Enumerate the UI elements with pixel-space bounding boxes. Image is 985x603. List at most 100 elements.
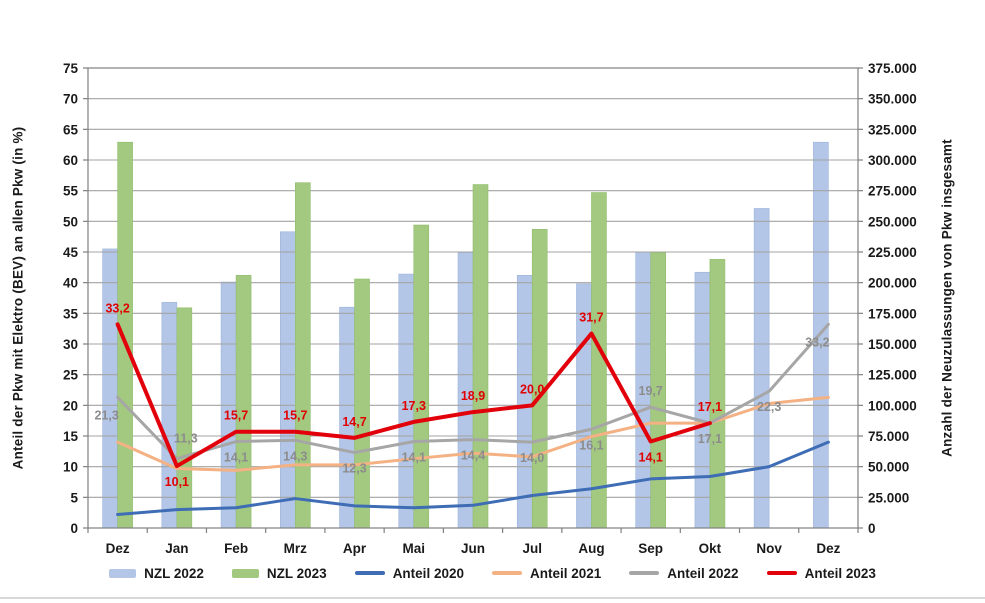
month-label: Aug — [578, 541, 604, 556]
right-axis-title: Anzahl der Neuzulassungen von Pkw insges… — [939, 139, 955, 457]
data-label: 21,3 — [94, 408, 118, 422]
data-label: 15,7 — [283, 409, 307, 423]
data-label: 14,1 — [639, 451, 663, 465]
right-tick-label: 275.000 — [868, 184, 917, 199]
month-labels: Dez Jan Feb Mrz Apr Mai Jun Jul Aug Sep Okt Nov Dez — [106, 541, 841, 556]
legend-item-nzl-2023: NZL 2023 — [231, 565, 327, 581]
legend-line-swatch — [491, 571, 522, 575]
data-label: 10,1 — [165, 475, 189, 489]
legend-label: NZL 2023 — [266, 565, 327, 581]
left-tick-label: 75 — [63, 61, 79, 76]
legend-item-anteil-2021: Anteil 2021 — [491, 565, 602, 581]
data-label: 14,0 — [520, 451, 544, 465]
bar — [117, 141, 133, 529]
plot-border — [87, 67, 859, 529]
left-tick-label: 55 — [63, 184, 79, 199]
month-label: Jul — [522, 541, 542, 556]
right-tick-label: 375.000 — [868, 61, 917, 76]
left-tick-label: 30 — [63, 337, 78, 352]
right-tick-label: 175.000 — [868, 306, 917, 321]
legend-label: Anteil 2020 — [392, 565, 464, 581]
left-tick-label: 10 — [63, 460, 78, 475]
data-label: 14,3 — [283, 449, 307, 463]
data-label: 17,1 — [698, 432, 722, 446]
month-label: Mai — [403, 541, 426, 556]
data-label: 20,0 — [520, 382, 544, 396]
data-labels-anteil-2022: 21,3 11,3 14,1 14,3 12,3 14,1 14,4 14,0 16,1 19,7… — [94, 335, 829, 475]
right-tick-label: 25.000 — [868, 490, 909, 505]
legend-label: Anteil 2021 — [529, 565, 602, 581]
right-tick-label: 50.000 — [868, 460, 909, 475]
bar — [472, 184, 489, 529]
left-tick-label: 40 — [63, 276, 78, 291]
left-tick-label: 70 — [63, 92, 78, 107]
left-tick-label: 20 — [63, 398, 78, 413]
left-tick-label: 5 — [70, 490, 78, 505]
chart-plot: 0 5 10 15 20 25 30 35 40 45 50 55 60 65 70 75 0 25.000 50.… — [63, 61, 917, 556]
bar — [176, 307, 193, 529]
data-label: 22,3 — [757, 400, 781, 414]
month-label: Okt — [699, 541, 722, 556]
data-label: 17,3 — [402, 399, 426, 413]
data-label: 33,2 — [805, 335, 829, 349]
bar — [354, 278, 370, 529]
legend-item-anteil-2022: Anteil 2022 — [629, 565, 739, 581]
month-label: Jun — [461, 541, 485, 556]
data-label: 19,7 — [639, 384, 663, 398]
month-label: Feb — [224, 541, 248, 556]
series-line — [116, 440, 830, 517]
right-tick-label: 300.000 — [868, 153, 917, 168]
right-tick-label: 250.000 — [868, 214, 917, 229]
month-label: Jan — [165, 541, 188, 556]
left-tick-label: 25 — [63, 368, 79, 383]
series-anteil-2023-line — [115, 322, 712, 469]
legend-line-swatch — [629, 571, 660, 575]
series-anteil-2020-line — [116, 440, 830, 517]
data-label: 12,3 — [342, 462, 366, 476]
bar — [161, 301, 178, 529]
data-label: 11,3 — [174, 432, 198, 446]
month-label: Dez — [106, 541, 130, 556]
legend-label: Anteil 2023 — [804, 565, 876, 581]
legend-line-swatch — [354, 571, 385, 575]
bar — [753, 208, 770, 529]
data-label: 14,1 — [224, 451, 248, 465]
bottom-divider — [0, 597, 985, 599]
left-tick-label: 0 — [70, 521, 78, 536]
left-tick-label: 60 — [63, 153, 78, 168]
month-label: Nov — [756, 541, 782, 556]
data-label: 14,4 — [461, 449, 485, 463]
bar — [709, 259, 726, 529]
legend-item-anteil-2023: Anteil 2023 — [766, 565, 876, 581]
bar — [102, 248, 118, 529]
right-tick-label: 125.000 — [868, 368, 917, 383]
legend-bar-swatch — [109, 568, 137, 578]
month-label: Sep — [638, 541, 663, 556]
legend-line-swatch — [766, 571, 797, 575]
data-labels-anteil-2023: 33,2 10,1 15,7 15,7 14,7 17,3 18,9 20,0 31,7 14,1… — [105, 301, 722, 489]
legend-item-anteil-2020: Anteil 2020 — [354, 565, 464, 581]
data-label: 14,7 — [342, 415, 366, 429]
right-tick-label: 150.000 — [868, 337, 917, 352]
left-tick-label: 35 — [63, 306, 79, 321]
chart-legend: NZL 2022 NZL 2023 Anteil 2020 Anteil 2021 An… — [0, 557, 985, 589]
axes — [83, 67, 863, 533]
data-label: 14,1 — [402, 451, 426, 465]
left-tick-label: 45 — [63, 245, 79, 260]
legend-label: NZL 2022 — [144, 565, 204, 581]
legend-item-nzl-2022: NZL 2022 — [109, 566, 204, 581]
bar — [280, 231, 296, 529]
data-label: 17,1 — [698, 400, 722, 414]
right-tick-label: 75.000 — [868, 429, 909, 444]
month-label: Mrz — [284, 541, 307, 556]
legend-label: Anteil 2022 — [667, 565, 739, 581]
left-tick-label: 15 — [63, 429, 79, 444]
month-label: Apr — [343, 541, 367, 556]
right-tick-label: 350.000 — [868, 92, 917, 107]
right-tick-label: 225.000 — [868, 245, 917, 260]
left-axis-ticks: 0 5 10 15 20 25 30 35 40 45 50 55 60 65 70 75 — [63, 61, 79, 536]
right-tick-label: 325.000 — [868, 122, 917, 137]
data-label: 15,7 — [224, 409, 248, 423]
bar — [295, 182, 311, 529]
